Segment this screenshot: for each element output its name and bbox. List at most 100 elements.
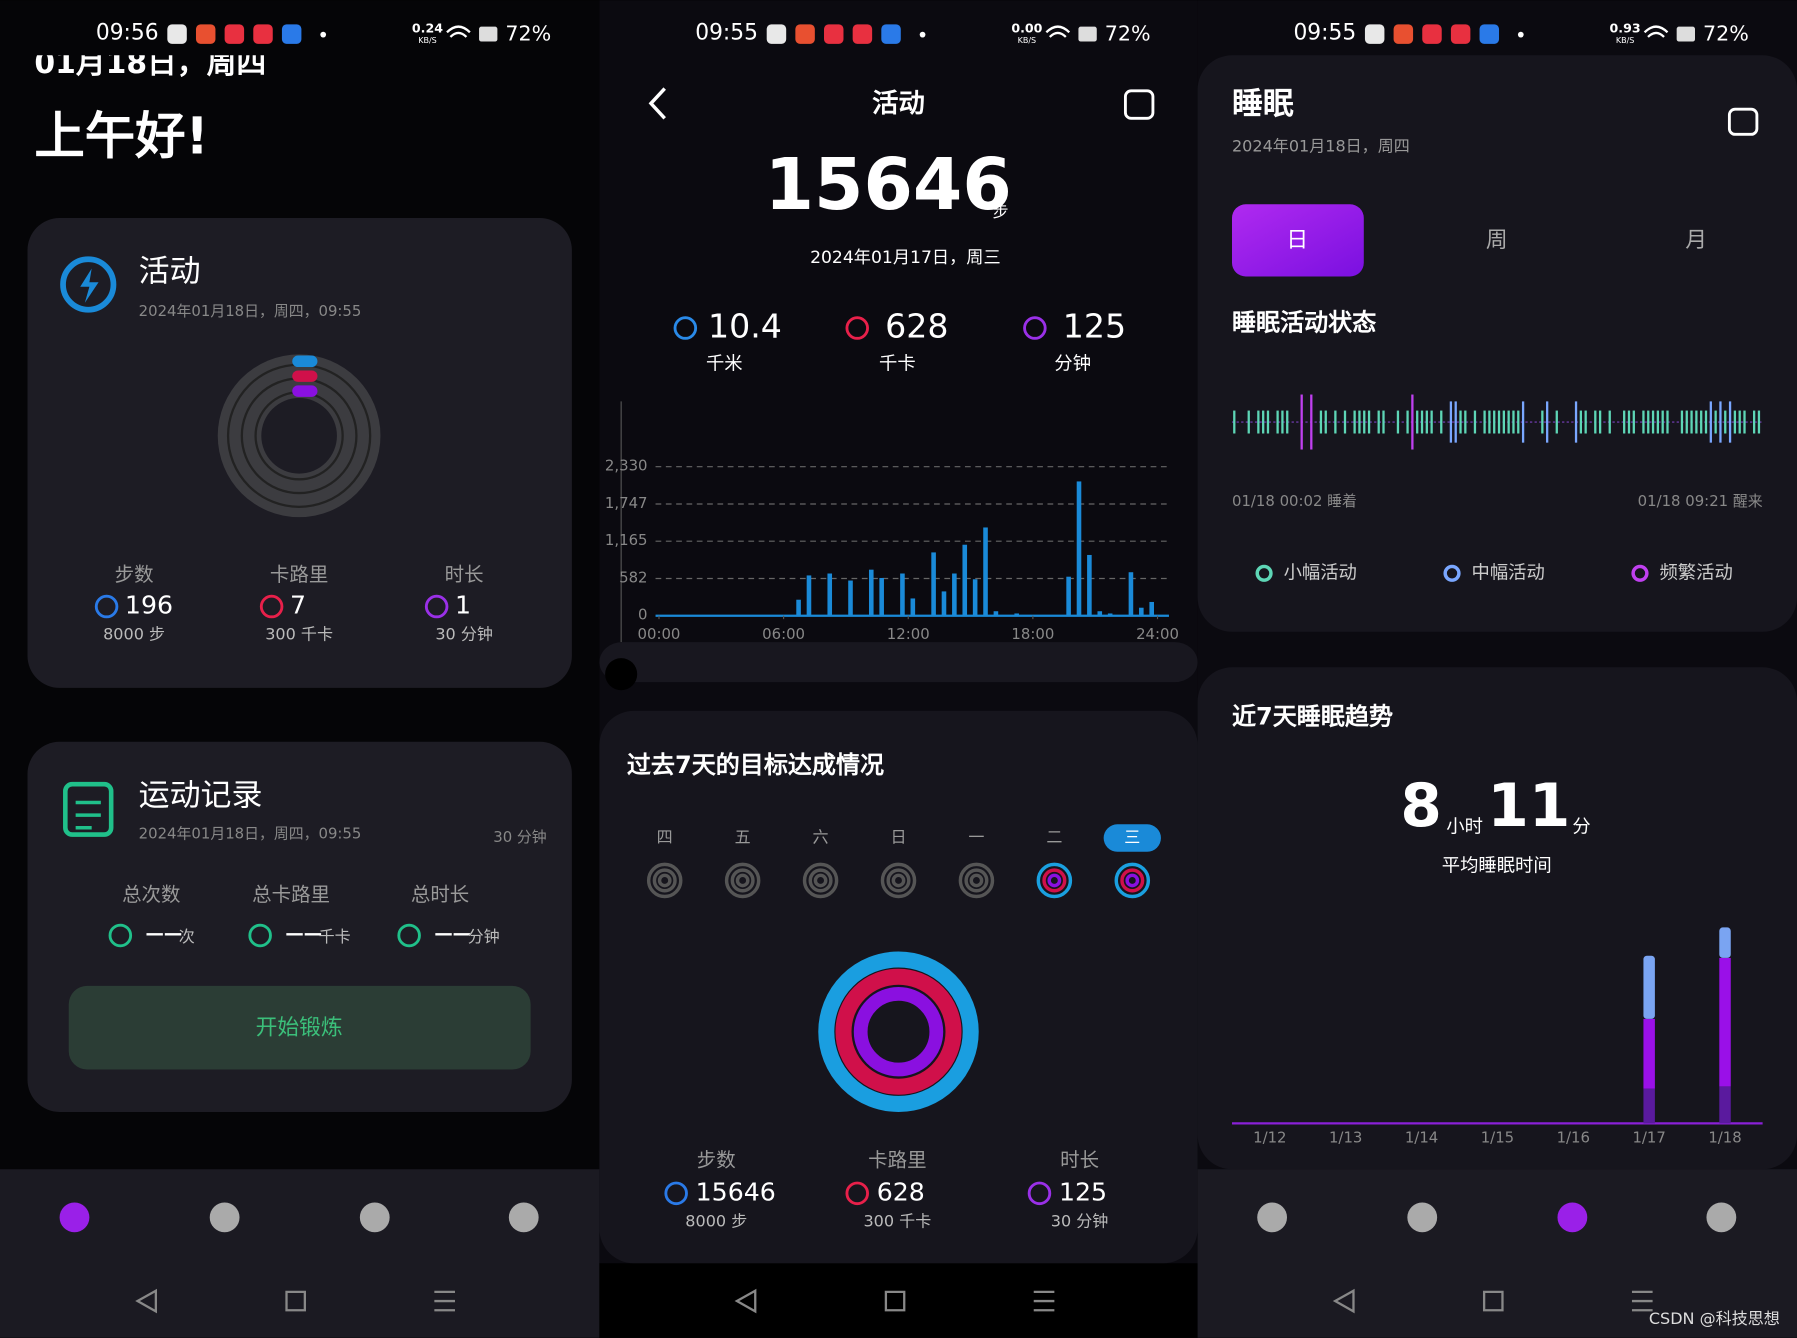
system-button[interactable] [135,1288,158,1314]
stat-value: —— [146,923,183,944]
system-button[interactable] [285,1290,306,1312]
system-button[interactable] [884,1290,906,1312]
dot [1517,31,1524,38]
icon [1027,1181,1052,1206]
day-ring [735,873,750,888]
tab[interactable]: 月 [1685,228,1707,253]
back-button[interactable] [648,87,666,120]
nav-tab[interactable] [1706,1202,1737,1233]
bar-segment [1719,957,1731,1087]
bar-segment [1643,955,1655,1019]
status-icon [1422,24,1442,44]
chart-card-bottom [599,642,1198,683]
icon [664,1181,688,1206]
nav-tab[interactable] [209,1202,240,1233]
x-tick-label: 1/14 [1405,1128,1438,1146]
battery: 72% [505,22,551,46]
avg-label: 平均睡眠时间 [1442,856,1552,877]
stat-value: 15646 [696,1177,776,1206]
nav-tab[interactable] [359,1202,390,1233]
start-button[interactable] [68,985,531,1070]
day-ring [880,862,917,899]
stat-label: 步数 [115,563,154,586]
ring-progress [292,385,318,397]
stat-value: 196 [125,591,173,620]
selected-day [1103,824,1161,852]
tab[interactable]: 日 [1286,228,1308,253]
watermark: CSDN @科技思想 [1649,1309,1780,1328]
stat-goal: 8000 步 [685,1211,747,1230]
day-ring [646,862,683,899]
stat-goal: 300 千卡 [863,1211,931,1230]
legend-marker [1255,564,1273,582]
duration: 30 分钟 [493,828,546,846]
stat-unit: 千卡 [319,927,351,946]
day-label: 二 [1046,828,1062,847]
icon [259,594,284,619]
system-button[interactable] [1033,1290,1055,1312]
records-icon [63,781,114,837]
stat-label: 总时长 [411,883,469,906]
speed: 0.00 [1011,20,1042,35]
day-ring [958,862,995,899]
avg-hours: 8 [1400,772,1441,841]
y-tick-label: 2,330 [605,457,648,475]
section-title: 睡眠活动状态 [1232,308,1376,336]
bar [1014,613,1019,616]
icon [845,1181,869,1206]
bar [972,579,978,616]
icon [1023,316,1047,340]
system-button[interactable] [1631,1290,1653,1312]
date: 2024年01月17日，周三 [810,248,1001,268]
system-button[interactable] [434,1290,455,1312]
day-label: 三 [1124,828,1140,847]
stat-goal: 30 分钟 [435,625,493,644]
icon [673,316,698,340]
stat-goal: 300 千卡 [265,625,333,644]
bar [1087,554,1092,616]
bar [796,599,801,616]
nav-tab[interactable] [1407,1202,1438,1233]
status-icon [1479,24,1500,44]
stat-unit: 次 [179,927,195,946]
status-time: 09:55 [1293,21,1356,46]
y-tick-label: 1,747 [605,494,648,512]
bar [1076,481,1082,616]
steps-unit: 步 [992,202,1008,221]
y-tick-label: 0 [638,606,647,624]
legend-marker [1631,564,1649,582]
day-label: 五 [735,828,751,847]
sleep-end: 01/18 09:21 醒来 [1638,492,1763,510]
day-ring [808,868,833,893]
stat-value: 1 [455,591,471,620]
system-button[interactable] [1332,1288,1355,1314]
nav-tab[interactable] [1557,1202,1588,1233]
records-lines [75,800,101,830]
metric-unit: 千卡 [879,354,916,375]
status-icon [852,24,873,44]
stat-goal: 8000 步 [103,625,165,644]
status-icon [281,24,302,44]
nav-tab[interactable] [1257,1202,1288,1233]
day-ring [1114,862,1151,899]
system-button[interactable] [734,1288,757,1314]
bar [1139,607,1144,616]
tab[interactable]: 周 [1486,228,1508,253]
stat-label: 步数 [697,1149,736,1172]
nav-tab[interactable] [508,1202,539,1233]
stat-label: 时长 [1060,1149,1099,1172]
bar [879,577,884,616]
stat-label: 总卡路里 [252,883,330,906]
nav-tab[interactable] [59,1202,90,1233]
status-icon [1450,24,1471,44]
day-label: 四 [657,828,673,847]
big-ring [853,987,944,1077]
calendar-button [1123,89,1155,120]
day-ring [1047,873,1062,888]
ring-progress [292,355,318,368]
stat-label: 卡路里 [270,563,328,586]
x-tick-label: 1/15 [1481,1128,1514,1146]
system-button[interactable] [1482,1290,1504,1312]
x-tick-label: 1/17 [1632,1128,1665,1146]
nav-bar [599,1263,1198,1338]
